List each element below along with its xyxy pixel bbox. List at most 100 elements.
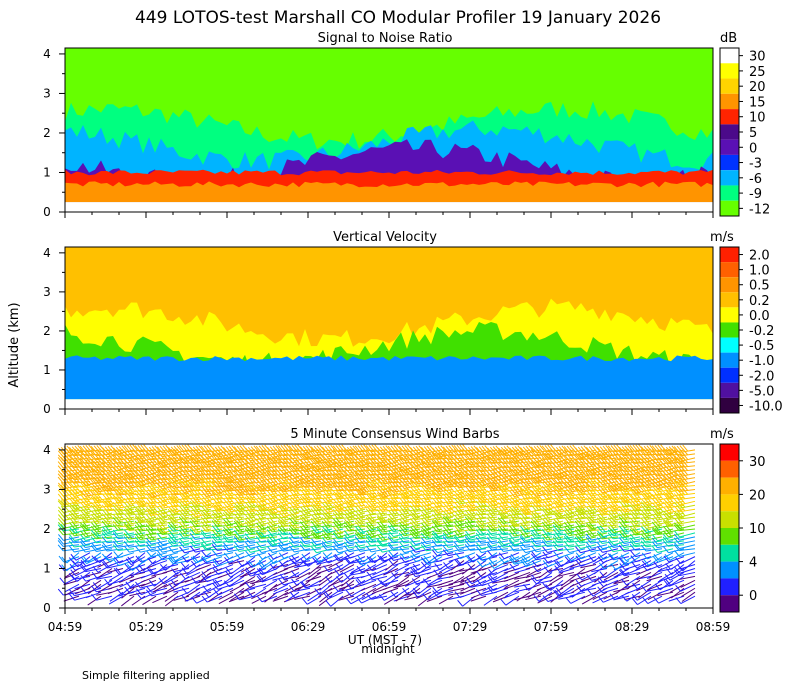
colorbar-swatch: [720, 48, 739, 64]
wind-barb: [597, 542, 619, 550]
wind-barb: [178, 444, 201, 452]
wind-barb: [213, 587, 234, 596]
wind-barb: [145, 537, 168, 545]
wind-barb: [321, 537, 344, 544]
wind-barb: [87, 595, 102, 606]
wind-barb: [157, 545, 179, 553]
wind-barb: [273, 591, 289, 601]
wind-barb: [129, 571, 146, 577]
colorbar-swatch: [720, 139, 739, 155]
colorbar-swatch: [720, 93, 739, 110]
wind-barb: [64, 583, 80, 593]
wind-barb: [310, 532, 333, 540]
wind-barb: [343, 448, 366, 457]
wind-barb: [211, 524, 234, 533]
wind-barb: [596, 525, 619, 533]
wind-barb: [354, 532, 377, 540]
colorbar-swatch: [720, 337, 739, 353]
wind-barb: [277, 544, 300, 552]
wind-barb: [332, 492, 355, 500]
wind-barb: [145, 541, 168, 549]
colorbar-label: 20: [749, 488, 766, 503]
wind-barb: [112, 544, 135, 552]
colorbar-label: 0.2: [749, 294, 770, 309]
y-tick-label: 1: [43, 561, 51, 575]
wind-barb: [163, 579, 179, 588]
wind-barb: [341, 575, 355, 587]
wind-barb: [218, 595, 234, 605]
wind-barb: [140, 575, 157, 583]
wind-barb: [57, 480, 80, 490]
colorbar-swatch: [720, 561, 739, 579]
wind-barb: [542, 546, 564, 554]
wind-barb: [234, 517, 256, 526]
wind-barb: [108, 595, 124, 605]
wind-barb: [136, 591, 157, 600]
wind-barb: [295, 571, 311, 581]
wind-barb: [184, 579, 201, 587]
wind-barb: [225, 568, 245, 578]
colorbar-label: -12: [749, 202, 770, 217]
wind-barb: [57, 537, 80, 545]
wind-barb: [344, 556, 366, 564]
wind-barb: [267, 533, 289, 542]
wind-barb: [332, 541, 355, 549]
colorbar-label: -5.0: [749, 384, 774, 399]
wind-barb: [200, 543, 223, 551]
wind-barb: [299, 468, 322, 478]
wind-barb: [68, 536, 91, 544]
wind-barb: [620, 552, 641, 562]
wind-barbs: [57, 444, 696, 607]
wind-barb: [178, 532, 201, 540]
wind-barb: [223, 579, 245, 588]
wind-barb: [102, 560, 124, 567]
wind-barb: [241, 575, 256, 586]
wind-barb: [74, 587, 91, 595]
wind-barb: [79, 565, 102, 573]
wind-barb: [288, 452, 311, 462]
wind-barb: [588, 552, 608, 562]
wind-barb: [245, 546, 267, 553]
wind-panel: 5 Minute Consensus Wind Barbs 0 1 2 3 4 04:59…: [43, 427, 765, 634]
wind-barb: [189, 528, 212, 536]
wind-barb: [244, 492, 267, 501]
snr-panel: Signal to Noise Ratio 0 1 2 3 4 dB 302520151…: [43, 31, 770, 219]
snr-unit-label: dB: [720, 31, 737, 46]
wind-barb: [178, 537, 201, 545]
colorbar-swatch: [720, 595, 739, 612]
wind-barb: [81, 556, 102, 565]
velocity-unit-label: m/s: [710, 230, 734, 245]
wind-barb: [113, 551, 135, 558]
figure-title: 449 LOTOS-test Marshall CO Modular Profi…: [135, 8, 661, 28]
colorbar-label: 10: [749, 111, 766, 126]
wind-barb: [244, 536, 267, 544]
wind-barb: [90, 536, 113, 544]
wind-barb: [157, 550, 179, 558]
snr-heatmap: [65, 48, 713, 212]
colorbar-label: 10: [749, 522, 766, 537]
colorbar-label: 0: [749, 589, 757, 604]
colorbar-swatch: [720, 322, 739, 338]
wind-barb: [307, 568, 322, 579]
wind-barb: [291, 575, 311, 586]
wind-barb: [288, 545, 311, 553]
x-tick-label: 05:59: [210, 620, 245, 634]
wind-barb: [311, 546, 333, 554]
wind-barb: [278, 560, 300, 568]
wind-barb: [277, 504, 300, 512]
wind-barb: [211, 536, 234, 544]
wind-barb: [277, 519, 300, 527]
colorbar-swatch: [720, 544, 739, 562]
colorbar-swatch: [720, 63, 739, 79]
colorbar-label: -3: [749, 157, 762, 172]
colorbar-label: 25: [749, 65, 766, 80]
wind-barb: [79, 480, 102, 489]
wind-barb: [212, 583, 234, 590]
wind-barb: [289, 591, 311, 599]
colorbar-swatch: [720, 262, 739, 278]
wind-barb: [116, 583, 135, 595]
wind-barb: [211, 468, 234, 477]
wind-barb: [365, 545, 388, 553]
wind-barb: [104, 552, 124, 563]
wind-barb: [151, 560, 168, 567]
